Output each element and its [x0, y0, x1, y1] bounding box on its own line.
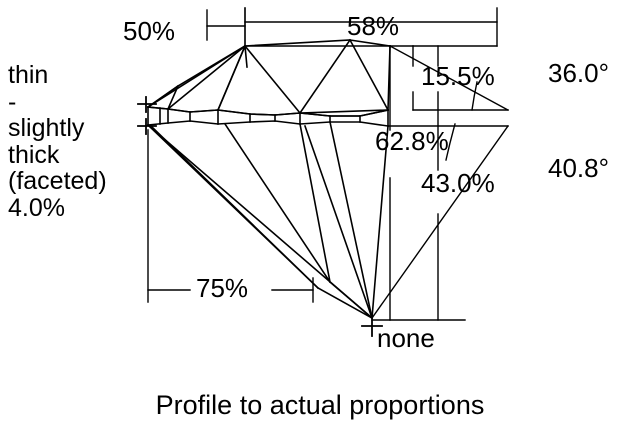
crown-facets-left [146, 44, 248, 112]
girdle-desc-line-3: slightly [8, 114, 85, 142]
girdle-band [147, 106, 389, 127]
girdle-description-block: thin - slightly thick (faceted) 4.0% [8, 62, 138, 221]
figure-caption: Profile to actual proportions [155, 390, 485, 420]
pavilion-facets [146, 121, 374, 320]
girdle-marker-top-icon [137, 96, 157, 113]
label-crown-height: 15.5% [421, 61, 495, 91]
crown-facets-right [243, 38, 391, 115]
girdle-marker-bottom-icon [137, 118, 157, 135]
label-lower-half-length: 75% [196, 273, 249, 303]
crown-outline [146, 44, 391, 111]
dim-star-length [206, 7, 246, 47]
culet-marker-icon [361, 315, 383, 337]
girdle-desc-line-4: thick [8, 140, 60, 169]
label-culet-size: none [377, 323, 435, 353]
pavilion-angle-wedge [371, 123, 509, 319]
label-crown-angle: 36.0° [548, 58, 610, 88]
girdle-desc-line-1: thin [8, 61, 49, 89]
crown-angle-wedge [389, 45, 509, 111]
label-table-size: 58% [347, 11, 400, 41]
dim-lower-half-extension [147, 129, 314, 303]
label-pavilion-depth: 43.0% [421, 168, 495, 198]
girdle-desc-line-2: - [8, 87, 17, 116]
girdle-desc-line-6: 4.0% [8, 193, 65, 222]
girdle-desc-line-5: (faceted) [8, 167, 107, 195]
label-pavilion-angle: 40.8° [548, 153, 610, 183]
label-total-depth: 62.8% [375, 126, 449, 156]
label-star-length: 50% [123, 16, 176, 46]
dim-table-size [244, 7, 498, 47]
